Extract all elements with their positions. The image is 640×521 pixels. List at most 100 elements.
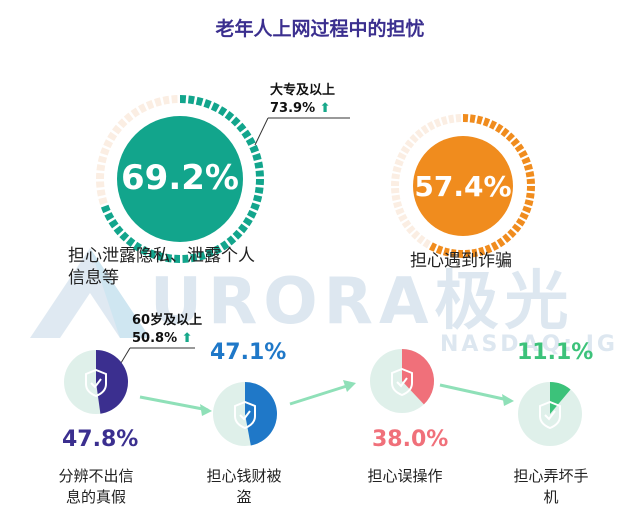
phone-value: 11.1% xyxy=(517,340,594,365)
callout1-leader xyxy=(254,117,269,146)
fraud-label: 担心遇到诈骗 xyxy=(410,251,512,271)
fraud-ring-segment xyxy=(518,150,528,159)
fraud-ring-segment xyxy=(409,134,419,144)
privacy-ring-segment xyxy=(195,96,204,107)
arrowhead xyxy=(343,380,356,392)
fraud-ring-segment xyxy=(435,245,444,255)
fraud-ring-segment xyxy=(515,217,526,227)
privacy-ring-segment xyxy=(187,95,195,105)
privacy-ring-segment xyxy=(190,253,198,263)
privacy-ring-segment xyxy=(148,249,157,259)
privacy-ring-segment xyxy=(224,111,235,121)
pie-slice xyxy=(402,349,434,405)
shield-check-icon xyxy=(234,400,256,430)
fraud-ring-segment xyxy=(442,247,450,257)
flow-arrows xyxy=(139,380,514,416)
privacy-label-line2: 信息等 xyxy=(68,268,119,288)
fraud-ring-segment xyxy=(502,233,512,243)
fraud-ring-segment xyxy=(427,121,436,131)
money-label-line2: 盗 xyxy=(236,488,252,506)
privacy-ring-segment xyxy=(103,139,114,149)
privacy-ring-segment xyxy=(107,131,118,142)
fraud-ring-segment xyxy=(496,237,506,248)
privacy-ring-segment xyxy=(198,251,206,261)
privacy-ring-segment xyxy=(252,194,263,203)
callout1-group: 大专及以上 xyxy=(270,83,336,98)
watermark-exchange: NASDAQ: JG xyxy=(440,332,618,357)
fraud-ring-segment xyxy=(394,158,404,167)
privacy-ring-segment xyxy=(123,112,134,123)
privacy-ring-segment xyxy=(254,186,264,194)
privacy-ring-segment xyxy=(230,116,241,127)
fraud-ring-segment xyxy=(494,123,504,134)
pie-slice xyxy=(96,350,128,414)
fraud-ring-segment xyxy=(469,114,476,124)
fraud-ring-segment xyxy=(428,242,437,252)
fraud-ring-segment xyxy=(482,117,491,127)
privacy-ring-segment xyxy=(117,118,128,129)
fraud-ring-segment xyxy=(505,132,515,142)
fraud-ring-segment xyxy=(525,192,535,199)
fraud-value: 57.4% xyxy=(414,170,512,203)
fraud-ring-segment xyxy=(398,213,408,222)
fraud-ring-segment xyxy=(406,225,416,235)
fraud-ring-segment xyxy=(448,114,455,124)
privacy-ring-segment xyxy=(203,99,212,109)
arrowhead xyxy=(502,394,514,406)
fraud-ring-segment xyxy=(522,205,532,214)
callout1-value-text: 73.9% xyxy=(270,101,316,116)
fraud-circle xyxy=(413,136,513,236)
privacy-ring-segment xyxy=(241,129,252,139)
fraud-ring-segment xyxy=(525,171,535,178)
fake-label-line1: 分辨不出信 xyxy=(58,467,134,485)
fraud-ring-segment xyxy=(510,137,520,147)
privacy-ring-segment xyxy=(96,189,106,197)
privacy-ring-segment xyxy=(104,212,115,222)
fraud-ring-segment xyxy=(484,244,493,254)
pie-slice xyxy=(245,382,277,446)
fraud-ring-segment xyxy=(404,139,415,149)
fraud-ring-segment xyxy=(489,120,498,130)
fraud-ring-segment xyxy=(397,151,407,160)
privacy-ring-segment xyxy=(97,155,108,164)
privacy-ring-segment xyxy=(220,240,230,251)
fraud-ring-segment xyxy=(391,173,401,180)
fraud-ring-segment xyxy=(490,241,499,251)
privacy-ring-segment xyxy=(246,209,257,219)
privacy-ring-segment xyxy=(125,237,136,247)
up-arrow-icon: ⬆ xyxy=(319,101,331,116)
shield-check-icon xyxy=(85,368,107,398)
money-label-line1: 担心钱财被 xyxy=(206,467,282,485)
privacy-ring-segment xyxy=(132,241,143,252)
shield-check-icon xyxy=(391,367,413,397)
privacy-ring-segment xyxy=(98,197,108,205)
fraud-ring-segment xyxy=(433,118,442,128)
fake-value: 47.8% xyxy=(62,427,139,452)
callout2-group: 60岁及以上 xyxy=(132,313,203,328)
privacy-ring-segment xyxy=(156,251,165,262)
fraud-ring-segment xyxy=(400,145,411,155)
fraud-ring-segment xyxy=(514,143,525,153)
fraud-ring-segment xyxy=(523,163,533,171)
misop-label: 担心误操作 xyxy=(367,467,443,485)
fraud-ring-segment xyxy=(519,212,529,221)
privacy-circle xyxy=(117,116,243,242)
right-arrow-icon xyxy=(139,395,209,412)
fraud-ring-segment xyxy=(392,165,402,173)
fraud-ring-segment xyxy=(414,129,424,139)
privacy-ring-segment xyxy=(100,147,110,156)
privacy-ring-segment xyxy=(113,225,124,236)
fraud-ring-segment xyxy=(416,234,426,245)
fraud-ring-segment xyxy=(471,248,478,258)
right-arrow-icon xyxy=(289,383,351,406)
privacy-ring-segment xyxy=(108,219,119,229)
privacy-ring-segment xyxy=(250,202,260,211)
fraud-ring-segment xyxy=(500,127,510,138)
fraud-ring-segment xyxy=(391,194,401,201)
fraud-ring-segment xyxy=(476,115,484,125)
fraud-ring-segment xyxy=(411,230,421,240)
fraud-ring-segment xyxy=(395,207,405,216)
privacy-ring-segment xyxy=(217,106,228,117)
